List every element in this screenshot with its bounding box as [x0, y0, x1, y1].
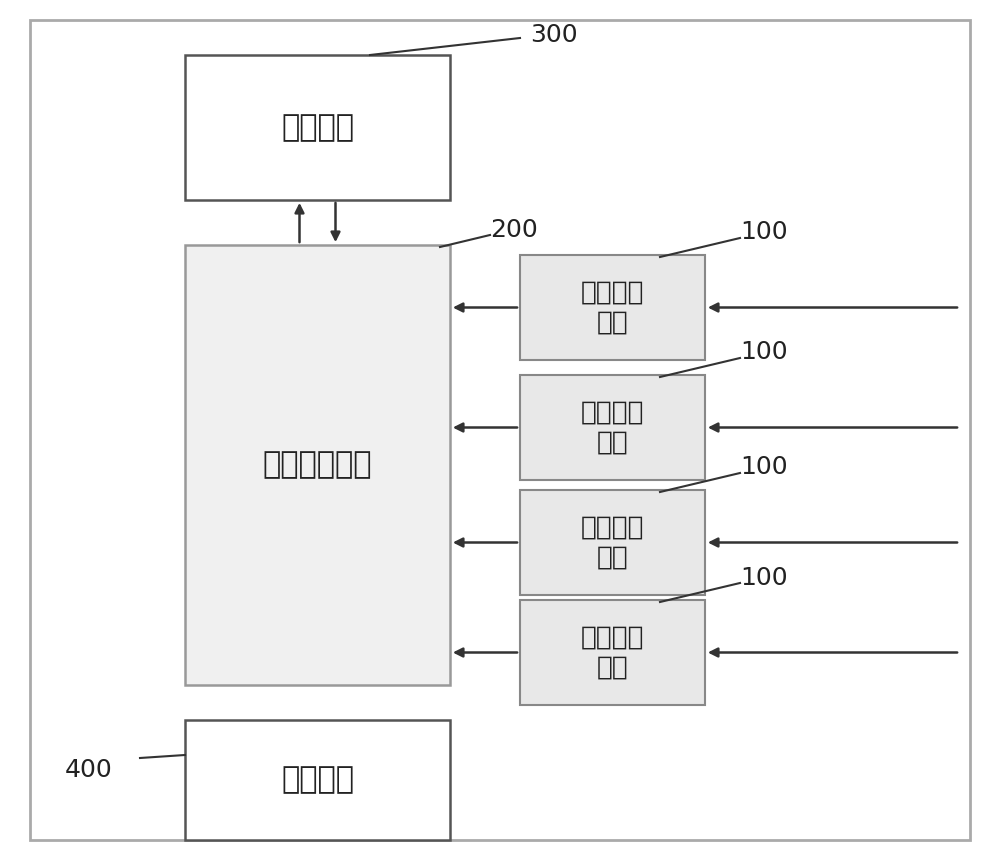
Text: 变压模块: 变压模块 [281, 765, 354, 795]
Text: 200: 200 [490, 218, 538, 242]
Text: 探测接收
模块: 探测接收 模块 [581, 280, 644, 335]
Text: 100: 100 [740, 455, 788, 479]
Bar [520, 600, 705, 705]
Bar [520, 375, 705, 480]
Text: 100: 100 [740, 340, 788, 364]
Text: 探测接收
模块: 探测接收 模块 [581, 514, 644, 570]
Text: 探测接收
模块: 探测接收 模块 [581, 400, 644, 456]
Text: 交互模块: 交互模块 [281, 113, 354, 142]
Text: 100: 100 [740, 566, 788, 590]
Text: 100: 100 [740, 220, 788, 244]
Bar [185, 720, 450, 840]
Text: 探测接收
模块: 探测接收 模块 [581, 624, 644, 680]
Bar [185, 245, 450, 685]
Text: 300: 300 [530, 23, 578, 47]
Bar [520, 490, 705, 595]
Text: 数据处理模块: 数据处理模块 [263, 451, 372, 480]
Bar [185, 55, 450, 200]
Text: 400: 400 [65, 758, 113, 782]
Bar [520, 255, 705, 360]
